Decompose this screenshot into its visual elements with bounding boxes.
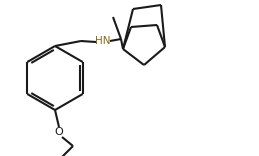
Text: HN: HN [95,37,111,46]
Text: O: O [55,127,63,137]
